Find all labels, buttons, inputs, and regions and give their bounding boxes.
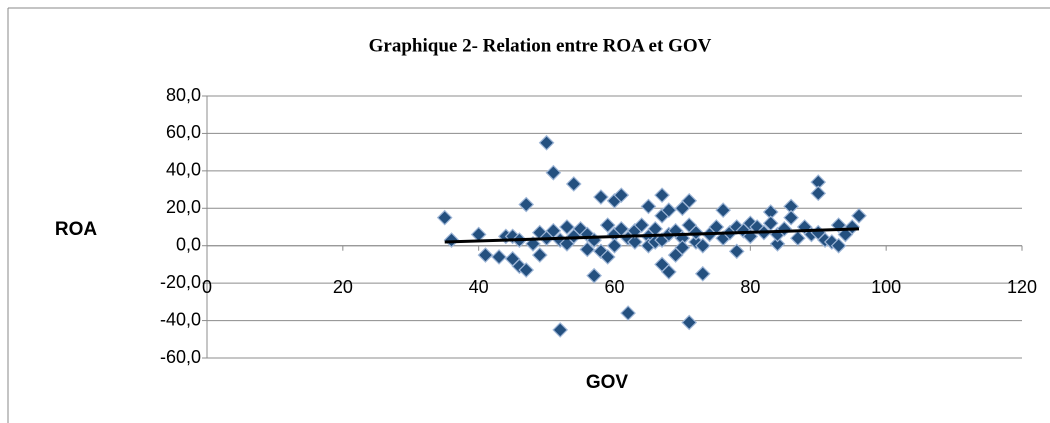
y-tick-label: 60,0 bbox=[166, 122, 201, 142]
y-tick-label: -20,0 bbox=[160, 272, 201, 292]
point bbox=[579, 241, 596, 258]
x-tick-label: 120 bbox=[1007, 277, 1037, 297]
point bbox=[531, 247, 548, 263]
point bbox=[715, 202, 732, 219]
point bbox=[443, 232, 460, 248]
point bbox=[545, 164, 562, 181]
point bbox=[565, 176, 582, 192]
point bbox=[477, 247, 494, 263]
point bbox=[844, 219, 861, 235]
point bbox=[613, 187, 630, 204]
point bbox=[769, 235, 786, 252]
point bbox=[851, 207, 867, 224]
point bbox=[640, 198, 657, 215]
point bbox=[627, 234, 643, 250]
point bbox=[681, 314, 698, 331]
point bbox=[599, 249, 616, 265]
y-tick-label: -40,0 bbox=[160, 309, 201, 329]
point bbox=[830, 237, 847, 254]
x-tick-label: 20 bbox=[333, 277, 353, 297]
x-tick-label: 60 bbox=[604, 277, 624, 297]
point bbox=[783, 209, 799, 226]
chart-title: Graphique 2- Relation entre ROA et GOV bbox=[369, 35, 712, 56]
y-axis-title: ROA bbox=[55, 219, 98, 240]
point bbox=[593, 189, 609, 205]
point bbox=[660, 202, 677, 219]
point bbox=[654, 187, 670, 204]
point bbox=[436, 209, 453, 226]
y-tick-label: 20,0 bbox=[166, 197, 201, 217]
x-tick-label: 40 bbox=[469, 277, 489, 297]
point bbox=[511, 258, 528, 275]
point bbox=[491, 249, 507, 265]
point bbox=[538, 134, 555, 151]
point bbox=[694, 265, 711, 282]
point bbox=[606, 237, 623, 254]
point bbox=[518, 262, 535, 278]
x-tick-label: 100 bbox=[871, 277, 901, 297]
point bbox=[830, 217, 847, 233]
point bbox=[728, 243, 745, 260]
trendline bbox=[444, 227, 860, 244]
point bbox=[593, 243, 609, 260]
point bbox=[694, 237, 711, 254]
point bbox=[660, 264, 677, 280]
y-tick-label: 80,0 bbox=[166, 85, 201, 105]
x-axis-title: GOV bbox=[586, 372, 629, 393]
y-tick-label: 40,0 bbox=[166, 160, 201, 180]
y-tick-label: -60,0 bbox=[160, 347, 201, 367]
point bbox=[518, 196, 535, 213]
point bbox=[633, 217, 650, 233]
point bbox=[599, 217, 616, 233]
point bbox=[674, 239, 691, 256]
point bbox=[552, 322, 569, 338]
point bbox=[559, 219, 575, 235]
x-tick-label: 80 bbox=[740, 277, 760, 297]
point bbox=[620, 305, 636, 321]
point bbox=[810, 185, 827, 202]
y-tick-label: 0,0 bbox=[176, 234, 201, 254]
point bbox=[681, 192, 698, 209]
point bbox=[790, 230, 806, 247]
point bbox=[586, 267, 602, 284]
x-tick-label: 0 bbox=[202, 277, 212, 297]
